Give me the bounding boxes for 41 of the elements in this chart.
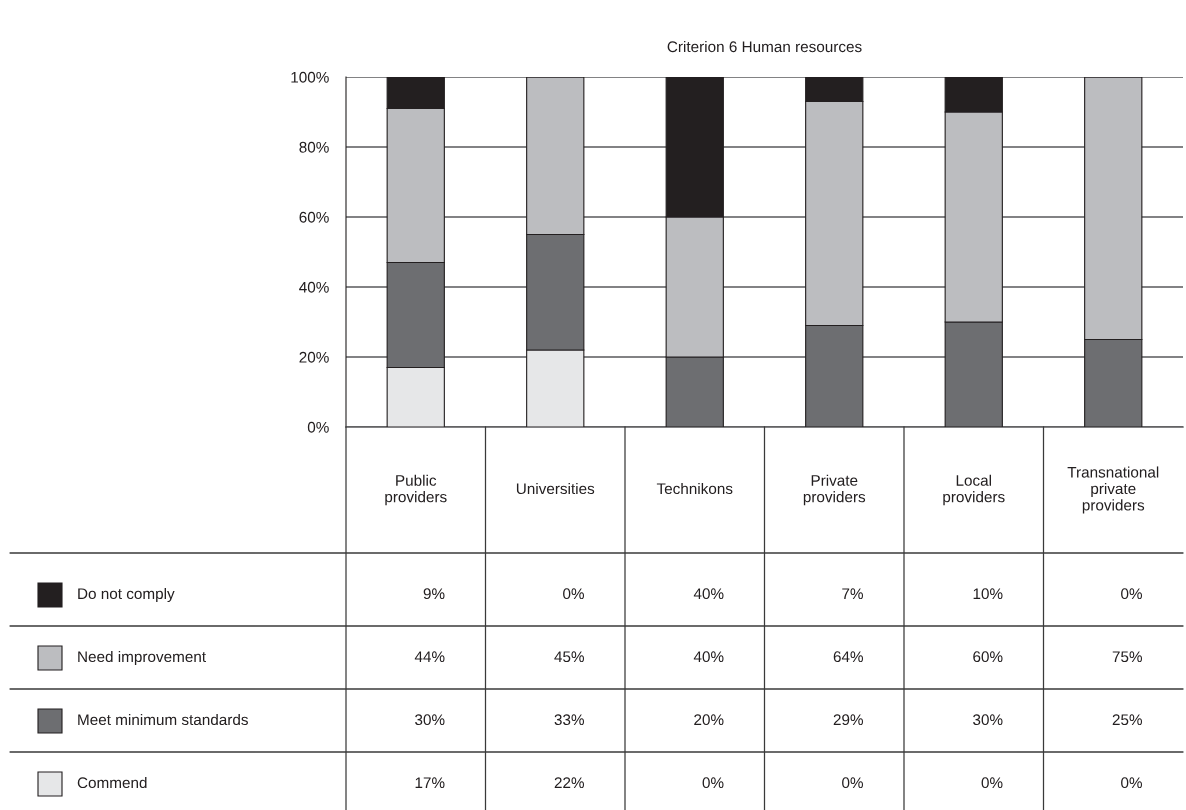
data-label: 30%: [973, 714, 1003, 726]
data-label: 10%: [973, 588, 1003, 600]
chart-title: Criterion 6 Human resources: [667, 40, 862, 53]
x-tick-label: Local providers: [943, 474, 1005, 506]
data-label: 22%: [554, 777, 584, 789]
data-label: 0%: [1121, 777, 1142, 789]
data-label: 0%: [842, 777, 863, 789]
data-label: 30%: [415, 714, 445, 726]
y-tick-label: 60%: [299, 211, 329, 223]
data-label: 20%: [694, 714, 724, 726]
y-tick-label: 0%: [307, 421, 329, 433]
data-label: 64%: [833, 651, 863, 663]
data-label: 0%: [981, 777, 1003, 789]
data-label: 45%: [554, 651, 584, 663]
legend-label: Need improvement: [78, 650, 206, 666]
x-tick-label: Public providers: [385, 474, 447, 506]
legend-label: Do not comply: [78, 587, 175, 603]
legend-label: Commend: [77, 776, 147, 789]
x-tick-label: Technikons: [656, 482, 733, 495]
data-label: 0%: [702, 777, 724, 789]
data-label: 40%: [693, 588, 724, 600]
data-label: 9%: [423, 588, 445, 600]
legend-label: Meet minimum standards: [78, 713, 248, 726]
data-label: 0%: [563, 588, 584, 600]
data-label: 44%: [414, 651, 445, 663]
x-tick-label: Private providers: [803, 474, 866, 506]
y-tick-label: 20%: [299, 351, 329, 363]
data-label: 17%: [415, 777, 445, 789]
y-tick-label: 80%: [299, 141, 329, 153]
x-tick-label: Transnational private providers: [1067, 466, 1159, 514]
y-tick-label: 100%: [291, 71, 329, 83]
data-label: 0%: [1121, 588, 1142, 600]
y-tick-label: 40%: [299, 281, 329, 293]
data-label: 33%: [554, 714, 584, 726]
x-tick-label: Universities: [516, 482, 595, 495]
data-label: 7%: [842, 588, 863, 600]
data-label: 60%: [973, 651, 1003, 663]
data-label: 25%: [1112, 714, 1142, 726]
data-label: 29%: [833, 714, 863, 726]
data-label: 40%: [693, 651, 724, 663]
data-label: 75%: [1112, 651, 1142, 663]
